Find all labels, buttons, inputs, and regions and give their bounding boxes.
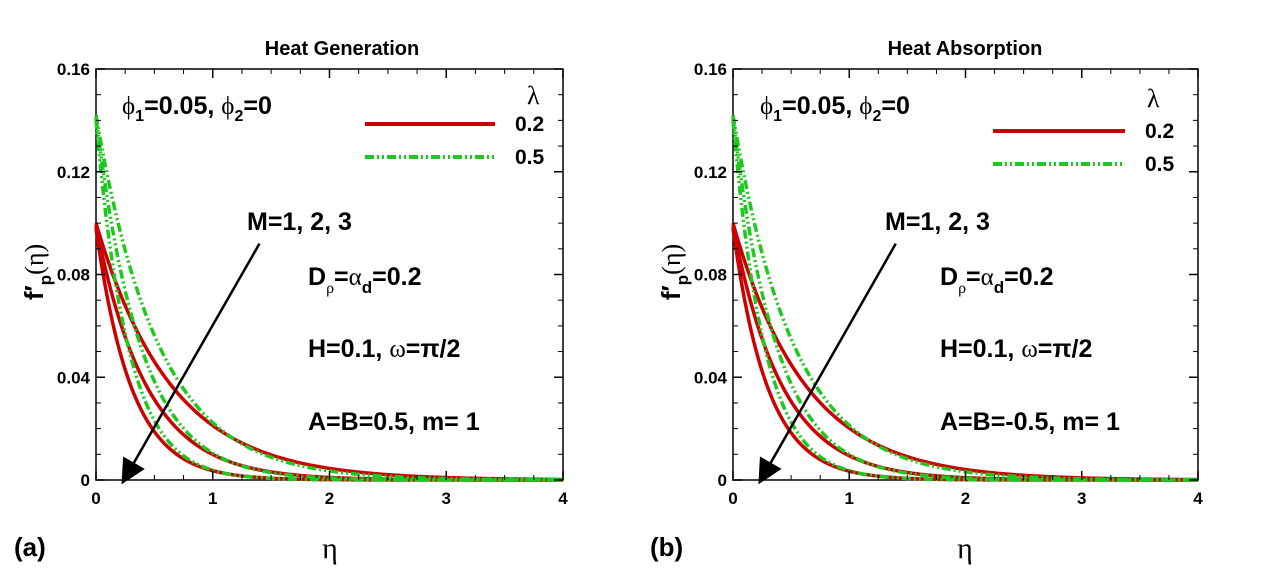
y-tick-labels: 0 0.04 0.08 0.12 0.16 [57, 60, 91, 490]
legend-label: 0.5 [1145, 153, 1175, 176]
legend-title: λ [527, 81, 540, 110]
m-arrow [758, 243, 897, 485]
x-tick-label: 4 [1193, 489, 1203, 508]
y-axis-label: f′p(η) [19, 244, 55, 300]
legend-title: λ [1147, 84, 1160, 113]
x-tick-label: 0 [728, 489, 737, 508]
chart-title: Heat Absorption [888, 38, 1043, 60]
chart-title: Heat Generation [265, 38, 419, 60]
x-tick-label: 3 [1077, 489, 1086, 508]
phi-annotation: ϕ1=0.05, ϕ2=0 [760, 92, 910, 125]
h-annotation: H=0.1, ω=π/2 [940, 335, 1092, 363]
m-arrow [121, 243, 261, 485]
ticks [95, 68, 564, 481]
x-tick-label: 1 [845, 489, 854, 508]
legend-label: 0.2 [1145, 120, 1174, 143]
y-tick-label: 0.04 [57, 368, 91, 387]
y-tick-label: 0 [81, 471, 90, 490]
d-annotation: Dρ=αd=0.2 [308, 263, 422, 297]
x-tick-labels: 0 1 2 3 4 [91, 489, 568, 508]
y-tick-label: 0 [718, 471, 727, 490]
y-tick-label: 0.08 [57, 266, 90, 285]
x-tick-labels: 0 1 2 3 4 [728, 489, 1203, 508]
h-annotation: H=0.1, ω=π/2 [308, 335, 460, 363]
legend: λ 0.2 0.5 [365, 81, 545, 169]
y-tick-label: 0.12 [57, 163, 90, 182]
x-axis-label: η [322, 532, 338, 565]
y-tick-labels: 0 0.04 0.08 0.12 0.16 [694, 60, 728, 490]
x-tick-label: 1 [208, 489, 217, 508]
m-annotation: M=1, 2, 3 [885, 208, 990, 236]
legend-label: 0.2 [515, 113, 544, 136]
x-tick-label: 2 [325, 489, 334, 508]
y-tick-label: 0.12 [694, 163, 727, 182]
legend: λ 0.2 0.5 [993, 84, 1175, 176]
x-tick-label: 2 [961, 489, 970, 508]
m-annotation: M=1, 2, 3 [247, 208, 352, 236]
y-axis-label: f′p(η) [656, 244, 692, 300]
phi-annotation: ϕ1=0.05, ϕ2=0 [122, 92, 272, 125]
x-axis-label: η [957, 532, 973, 565]
x-tick-label: 0 [91, 489, 100, 508]
panel-label: (b) [650, 532, 683, 562]
x-tick-label: 4 [558, 489, 568, 508]
d-annotation: Dρ=αd=0.2 [940, 263, 1054, 297]
ticks [732, 68, 1199, 481]
y-tick-label: 0.16 [57, 60, 90, 79]
x-tick-label: 3 [442, 489, 451, 508]
legend-label: 0.5 [515, 146, 545, 169]
panel-label: (a) [14, 532, 46, 562]
ab-annotation: A=B=-0.5, m= 1 [940, 408, 1120, 436]
y-tick-label: 0.16 [694, 60, 727, 79]
y-tick-label: 0.04 [694, 368, 728, 387]
y-tick-label: 0.08 [694, 266, 727, 285]
ab-annotation: A=B=0.5, m= 1 [308, 408, 480, 436]
